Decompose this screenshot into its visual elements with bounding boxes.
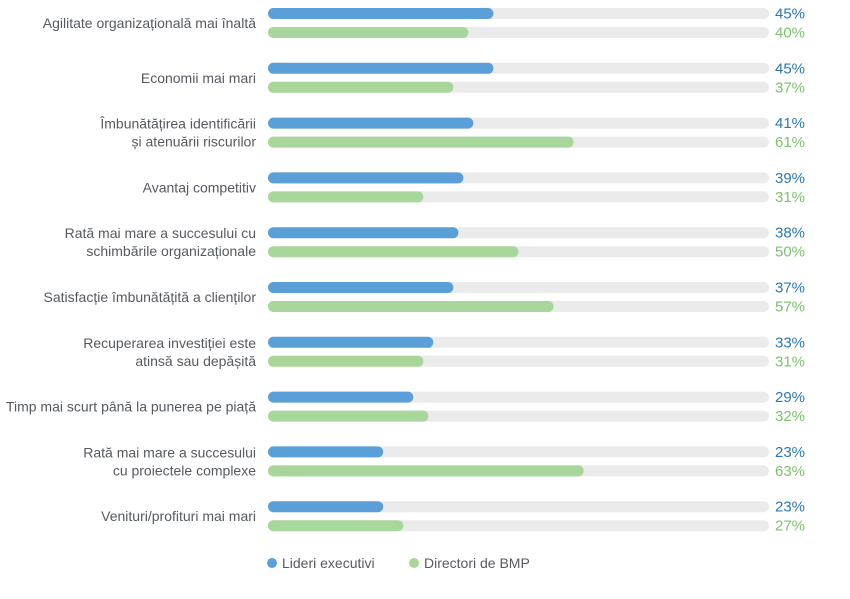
value-label-lideri-executivi: 23% bbox=[775, 444, 805, 461]
category-label: și atenuării riscurilor bbox=[132, 134, 257, 150]
bar-directori-bmp bbox=[268, 355, 424, 367]
bar-lideri-executivi bbox=[268, 336, 434, 348]
category-label: schimbările organizaționale bbox=[86, 243, 256, 259]
value-label-lideri-executivi: 38% bbox=[775, 225, 805, 242]
legend-label-lideri-executivi: Lideri executivi bbox=[282, 555, 375, 571]
value-label-lideri-executivi: 23% bbox=[775, 499, 805, 516]
bar-directori-bmp bbox=[268, 520, 404, 532]
category-label: Recuperarea investiției este bbox=[83, 335, 256, 351]
legend-dot-directori-bmp bbox=[409, 558, 419, 568]
bar-directori-bmp bbox=[268, 465, 584, 477]
category-label: Rată mai mare a succesului bbox=[83, 444, 256, 460]
value-label-directori-bmp: 31% bbox=[775, 189, 805, 206]
category-label: Economii mai mari bbox=[141, 70, 256, 86]
bar-track bbox=[268, 446, 769, 458]
value-label-lideri-executivi: 29% bbox=[775, 389, 805, 406]
category-label: Satisfacție îmbunătățită a clienților bbox=[44, 289, 257, 305]
value-label-lideri-executivi: 39% bbox=[775, 170, 805, 187]
value-label-directori-bmp: 50% bbox=[775, 244, 805, 261]
value-label-directori-bmp: 32% bbox=[775, 408, 805, 425]
category-label: atinsă sau depășită bbox=[135, 353, 256, 369]
value-label-directori-bmp: 57% bbox=[775, 299, 805, 316]
legend: Lideri executivi Directori de BMP bbox=[267, 555, 530, 571]
value-label-directori-bmp: 63% bbox=[775, 463, 805, 480]
value-label-directori-bmp: 31% bbox=[775, 353, 805, 370]
value-label-directori-bmp: 37% bbox=[775, 79, 805, 96]
bar-lideri-executivi bbox=[268, 8, 494, 19]
category-label: cu proiectele complexe bbox=[113, 462, 256, 478]
bar-track bbox=[268, 501, 769, 513]
bar-lideri-executivi bbox=[268, 446, 384, 458]
bar-directori-bmp bbox=[268, 27, 469, 38]
value-label-lideri-executivi: 45% bbox=[775, 6, 805, 23]
bar-directori-bmp bbox=[268, 136, 574, 148]
bars-layer: 45% 40% Agilitate organizațională mai înal… bbox=[6, 6, 805, 535]
value-label-lideri-executivi: 45% bbox=[775, 60, 805, 77]
category-label: Îmbunătățirea identificării bbox=[99, 116, 256, 132]
bar-directori-bmp bbox=[268, 301, 554, 312]
value-label-lideri-executivi: 41% bbox=[775, 115, 805, 132]
category-label: Timp mai scurt până la punerea pe piață bbox=[6, 399, 256, 415]
bar-lideri-executivi bbox=[268, 62, 494, 74]
bar-directori-bmp bbox=[268, 81, 454, 93]
bar-directori-bmp bbox=[268, 410, 429, 422]
bar-lideri-executivi bbox=[268, 501, 384, 513]
bar-lideri-executivi bbox=[268, 117, 474, 129]
value-label-directori-bmp: 40% bbox=[775, 25, 805, 42]
bar-lideri-executivi bbox=[268, 282, 454, 293]
legend-dot-lideri-executivi bbox=[267, 558, 277, 568]
bar-directori-bmp bbox=[268, 191, 424, 203]
value-label-lideri-executivi: 37% bbox=[775, 280, 805, 297]
bar-lideri-executivi bbox=[268, 227, 459, 239]
value-label-lideri-executivi: 33% bbox=[775, 334, 805, 351]
legend-label-directori-bmp: Directori de BMP bbox=[424, 555, 530, 571]
bar-lideri-executivi bbox=[268, 172, 464, 184]
value-label-directori-bmp: 27% bbox=[775, 518, 805, 535]
bar-directori-bmp bbox=[268, 246, 519, 258]
category-label: Agilitate organizațională mai înaltă bbox=[43, 15, 256, 31]
bar-lideri-executivi bbox=[268, 391, 414, 403]
category-label: Rată mai mare a succesului cu bbox=[65, 225, 256, 241]
category-label: Avantaj competitiv bbox=[143, 179, 256, 195]
value-label-directori-bmp: 61% bbox=[775, 134, 805, 151]
category-label: Venituri/profituri mai mari bbox=[101, 508, 256, 524]
